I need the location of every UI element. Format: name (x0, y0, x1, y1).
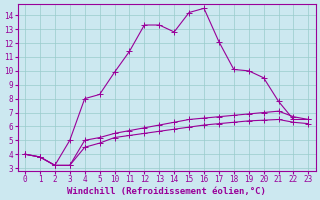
X-axis label: Windchill (Refroidissement éolien,°C): Windchill (Refroidissement éolien,°C) (67, 187, 266, 196)
